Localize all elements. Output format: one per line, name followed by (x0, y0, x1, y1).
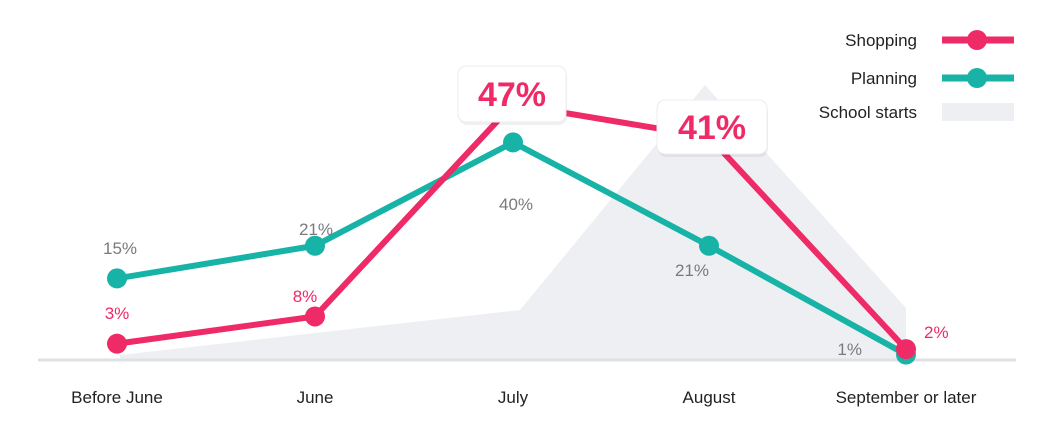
callout-july: 47% (457, 65, 567, 125)
x-tick-september-or-later: September or later (836, 388, 977, 407)
legend-label: Shopping (845, 31, 917, 50)
legend-item-shopping: Shopping (845, 30, 1014, 50)
legend-swatch-marker (967, 68, 987, 88)
legend: Shopping Planning School starts (819, 30, 1014, 122)
legend-swatch-marker (967, 30, 987, 50)
point-planning-august (699, 235, 719, 256)
callout-text: 47% (478, 76, 546, 114)
value-label-planning-before-june: 15% (103, 239, 137, 258)
value-label-shopping-june: 8% (293, 287, 318, 306)
point-planning-june (305, 235, 325, 256)
legend-item-planning: Planning (851, 68, 1014, 88)
x-tick-july: July (498, 388, 529, 407)
value-label-planning-july: 40% (499, 195, 533, 214)
callouts: 47% 41% (457, 65, 768, 157)
value-label-shopping-before-june: 3% (105, 304, 130, 323)
callout-box (656, 99, 768, 155)
legend-item-school-starts: School starts (819, 103, 1014, 122)
callout-text: 41% (678, 109, 746, 147)
point-planning-before-june (107, 268, 127, 289)
x-axis-categories: Before June June July August September or la… (71, 388, 977, 407)
callout-box (457, 65, 567, 123)
legend-label: School starts (819, 103, 917, 122)
value-label-shopping-september-or-later: 2% (924, 323, 949, 342)
x-tick-august: August (683, 388, 736, 407)
legend-swatch-area (942, 103, 1014, 121)
x-tick-june: June (297, 388, 334, 407)
value-label-planning-june: 21% (299, 220, 333, 239)
callout-august: 41% (656, 99, 768, 157)
point-shopping-june (305, 306, 325, 327)
value-label-planning-september-or-later: 1% (837, 340, 862, 359)
legend-label: Planning (851, 69, 917, 88)
point-shopping-before-june (107, 333, 127, 354)
x-tick-before-june: Before June (71, 388, 163, 407)
value-labels: 3% 8% 2% 15% 21% 40% 21% 1% (103, 195, 949, 359)
point-planning-july (503, 132, 523, 153)
value-label-planning-august: 21% (675, 261, 709, 280)
point-shopping-september-or-later (896, 339, 916, 360)
